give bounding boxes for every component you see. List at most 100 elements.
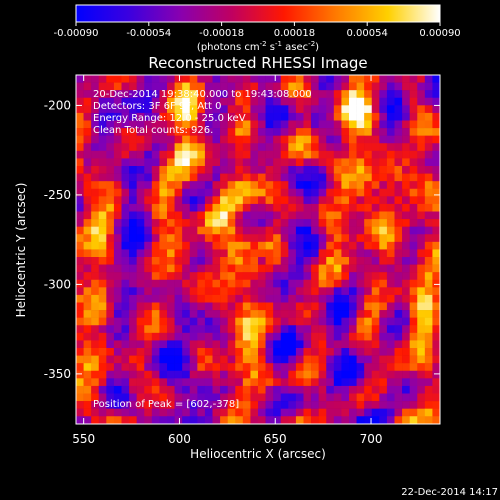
heatmap-cell (258, 355, 266, 364)
heatmap-cell (129, 401, 137, 409)
heatmap-cell (159, 401, 168, 409)
heatmap-cell (91, 105, 100, 114)
heatmap-cell (273, 143, 282, 152)
heatmap-cell (295, 219, 304, 227)
heatmap-cell (364, 105, 373, 114)
heatmap-cell (106, 158, 115, 167)
heatmap-cell (386, 112, 395, 121)
heatmap-cell (295, 120, 304, 129)
heatmap-cell (220, 97, 228, 106)
heatmap-cell (265, 105, 274, 114)
heatmap-cell (280, 90, 289, 99)
heatmap-cell (371, 219, 380, 227)
heatmap-cell (159, 188, 168, 197)
heatmap-cell (424, 241, 433, 250)
heatmap-cell (303, 264, 312, 273)
heatmap-cell (91, 219, 100, 227)
heatmap-cell (402, 128, 410, 136)
heatmap-cell (258, 302, 266, 311)
heatmap-cell (318, 181, 327, 190)
heatmap-cell (159, 378, 168, 387)
heatmap-cell (129, 226, 137, 235)
heatmap-cell (174, 257, 183, 265)
heatmap-cell (106, 241, 115, 250)
heatmap-cell (121, 310, 130, 318)
heatmap-cell (235, 294, 244, 303)
heatmap-cell (432, 287, 440, 296)
heatmap-cell (174, 302, 183, 311)
heatmap-cell (212, 310, 221, 318)
heatmap-cell (83, 393, 92, 402)
heatmap-cell (318, 294, 327, 303)
heatmap-cell (356, 90, 365, 99)
heatmap-cell (91, 257, 100, 265)
heatmap-cell (364, 378, 373, 387)
heatmap-cell (220, 181, 228, 190)
heatmap-cell (121, 241, 130, 250)
heatmap-cell (295, 75, 304, 83)
heatmap-cell (311, 158, 319, 167)
heatmap-cell (318, 325, 327, 334)
heatmap-cell (318, 135, 327, 144)
heatmap-cell (227, 378, 236, 387)
heatmap-cell (113, 90, 122, 99)
heatmap-cell (280, 226, 289, 235)
heatmap-cell (265, 355, 274, 364)
heatmap-cell (402, 173, 410, 182)
heatmap-cell (204, 112, 213, 121)
heatmap-cell (136, 310, 145, 318)
heatmap-cell (394, 135, 403, 144)
heatmap-cell (379, 317, 388, 326)
heatmap-cell (106, 203, 115, 212)
heatmap-cell (189, 82, 198, 91)
heatmap-cell (295, 348, 304, 356)
heatmap-cell (76, 143, 84, 152)
heatmap-cell (349, 310, 357, 318)
heatmap-cell (349, 370, 357, 379)
heatmap-cell (333, 166, 342, 174)
heatmap-cell (402, 112, 410, 121)
heatmap-cell (280, 97, 289, 106)
y-axis: -200-250-300-350 (44, 98, 440, 381)
heatmap-cell (318, 82, 327, 91)
heatmap-cell (129, 257, 137, 265)
heatmap-cell (333, 128, 342, 136)
heatmap-cell (250, 257, 259, 265)
heatmap-cell (349, 166, 357, 174)
heatmap-cell (189, 393, 198, 402)
heatmap-cell (159, 279, 168, 288)
heatmap-cell (197, 82, 206, 91)
heatmap-cell (121, 332, 130, 341)
heatmap-cell (182, 378, 191, 387)
heatmap-cell (235, 340, 244, 349)
heatmap-cell (91, 188, 100, 197)
heatmap-cell (280, 211, 289, 220)
heatmap-cell (250, 75, 259, 83)
heatmap-cell (204, 105, 213, 114)
heatmap-cell (349, 378, 357, 387)
heatmap-cell (280, 416, 289, 424)
heatmap-cell (197, 423, 206, 424)
heatmap-cell (212, 105, 221, 114)
heatmap-cell (159, 340, 168, 349)
heatmap-cell (402, 355, 410, 364)
heatmap-cell (106, 97, 115, 106)
heatmap-cell (235, 249, 244, 258)
heatmap-cell (386, 325, 395, 334)
heatmap-cell (212, 75, 221, 83)
heatmap-cell (235, 355, 244, 364)
heatmap-cell (258, 416, 266, 424)
heatmap-cell (144, 219, 153, 227)
heatmap-cell (174, 355, 183, 364)
heatmap-cell (136, 249, 145, 258)
heatmap-cell (424, 332, 433, 341)
heatmap-cell (174, 120, 183, 129)
heatmap-cell (349, 401, 357, 409)
heatmap-cell (379, 234, 388, 243)
heatmap-cell (394, 257, 403, 265)
heatmap-cell (212, 112, 221, 121)
heatmap-cell (432, 325, 440, 334)
heatmap-cell (189, 150, 198, 159)
heatmap-cell (167, 385, 175, 394)
heatmap-cell (204, 302, 213, 311)
